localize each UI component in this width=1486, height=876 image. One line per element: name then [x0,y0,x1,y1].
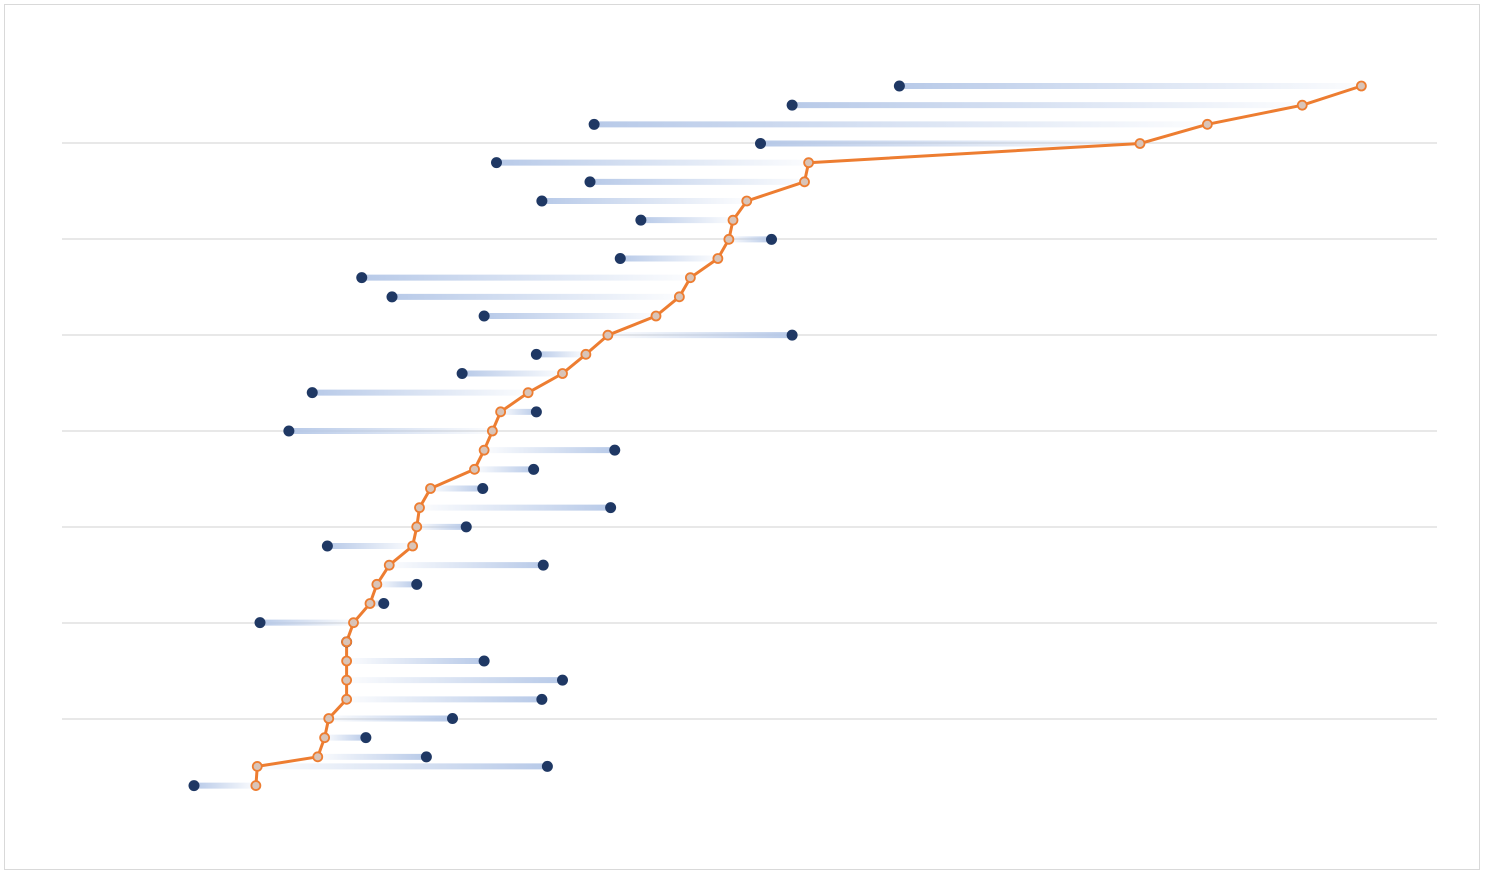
data-point-marker [522,387,534,399]
data-point-marker [411,521,423,533]
data-point-marker [407,540,419,552]
data-point-dot [541,760,553,772]
data-point-dot [755,138,766,149]
data-point-marker [1296,99,1308,111]
data-point-dot [537,559,549,571]
data-point-dot [478,310,490,322]
orange-markers [250,80,1367,791]
data-point-dot [786,99,798,111]
data-point-dot [605,502,617,514]
data-point-dot [614,253,626,264]
data-point-dot [456,368,468,379]
data-point-marker [348,617,359,629]
data-point-dot [786,329,798,341]
data-point-marker [251,761,263,772]
data-point-marker [425,483,436,494]
data-point-marker [557,368,568,379]
data-point-marker [1201,118,1213,130]
data-point-dot [635,214,647,226]
data-point-dot [893,80,905,92]
data-point-dot [306,387,318,399]
data-point-marker [684,272,696,284]
data-point-marker [250,780,262,791]
data-point-dot [477,483,489,494]
data-point-marker [469,463,480,475]
data-point-marker [323,713,335,724]
data-point-dot [420,751,432,763]
data-point-marker [486,425,498,437]
data-point-marker [803,157,815,169]
data-point-marker [741,195,753,207]
data-point-dot [283,425,295,437]
data-point-marker [799,176,810,188]
data-point-dot [584,176,596,188]
data-point-dot [460,521,472,533]
data-point-marker [341,674,353,686]
data-point-marker [723,233,735,245]
data-point-dot [528,463,540,475]
data-point-marker [650,310,662,322]
data-point-marker [341,693,353,705]
data-point-dot [478,655,490,667]
connectors [194,83,1362,789]
data-point-dot [188,780,200,792]
data-point-dot [530,348,542,360]
data-point-dot [536,195,548,207]
data-point-marker [1134,138,1146,149]
data-point-marker [580,348,592,360]
data-point-marker [414,502,425,514]
data-point-marker [312,751,324,763]
data-point-dot [411,578,423,590]
data-point-marker [712,253,724,264]
data-point-marker [1355,80,1367,92]
data-point-dot [360,732,372,744]
navy-dot-series [188,80,905,792]
data-point-dot [766,233,777,245]
data-point-marker [341,655,353,667]
data-point-marker [371,578,383,590]
data-point-dot [491,157,502,169]
data-point-dot [321,540,333,552]
data-point-marker [364,598,376,609]
data-point-marker [673,291,685,303]
data-point-dot [536,693,548,705]
data-point-marker [319,732,331,744]
data-point-marker [383,559,395,571]
gridlines [62,142,1437,720]
data-point-dot [447,713,458,724]
data-point-marker [727,214,739,226]
chart-area [4,4,1480,870]
data-point-marker [495,406,507,418]
data-point-dot [557,674,568,686]
data-point-marker [478,444,490,456]
data-point-dot [254,617,266,629]
data-point-dot [530,406,542,418]
data-point-dot [609,444,621,456]
data-point-dot [386,291,398,303]
data-point-marker [341,636,353,648]
data-point-marker [602,329,614,341]
data-point-dot [588,118,600,130]
data-point-dot [378,598,390,609]
data-point-dot [356,272,368,284]
